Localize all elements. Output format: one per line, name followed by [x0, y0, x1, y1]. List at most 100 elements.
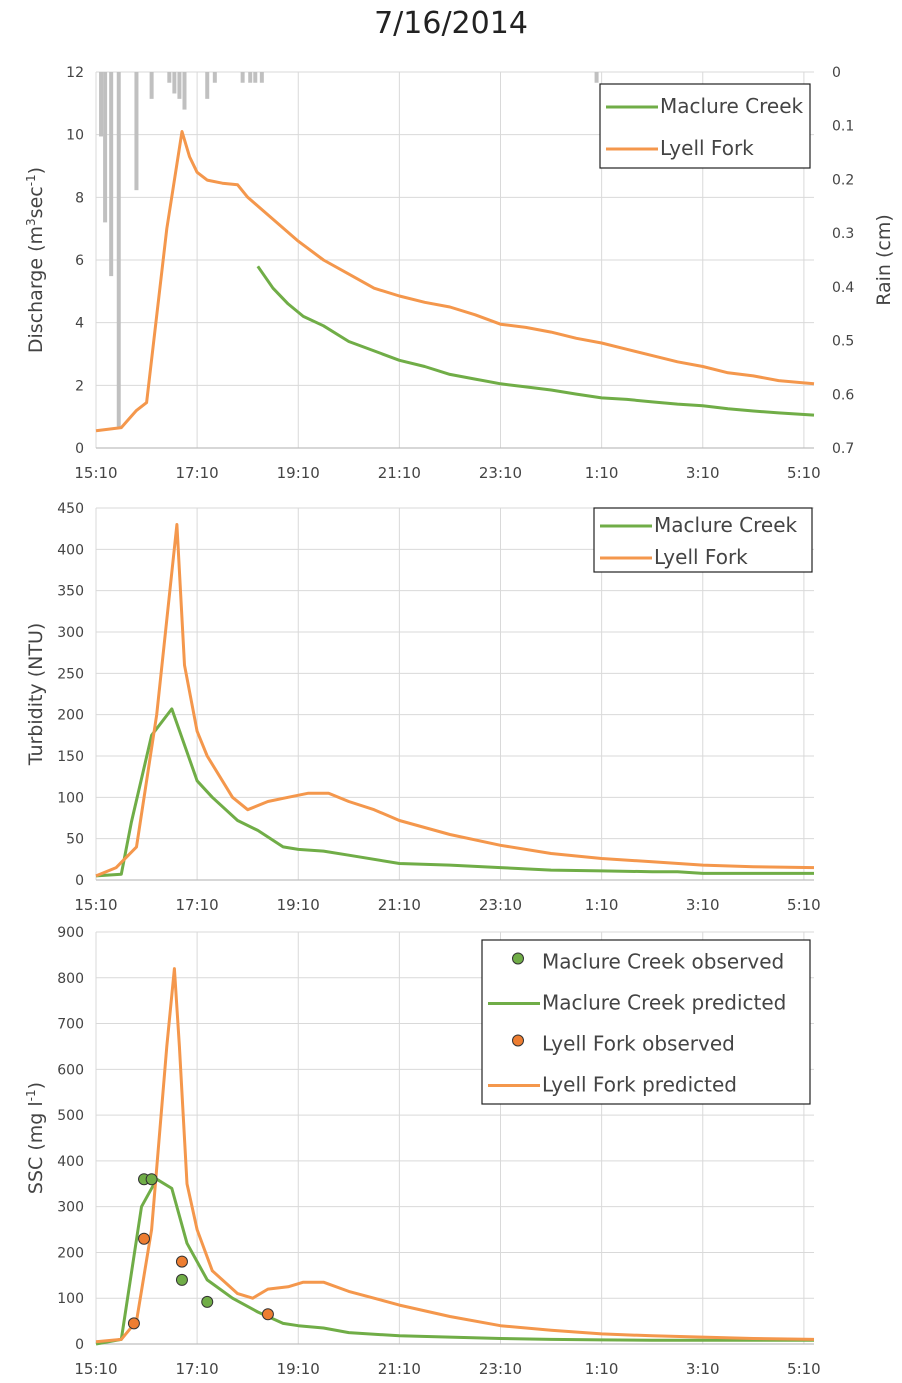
y-tick-label: 800: [57, 971, 84, 987]
y-tick-label: 600: [57, 1062, 84, 1078]
x-tick-label: 17:10: [176, 1360, 219, 1378]
x-tick-label: 1:10: [585, 464, 619, 482]
x-tick-label: 15:10: [74, 896, 117, 914]
y-tick-label: 250: [57, 666, 84, 682]
y-tick-label: 400: [57, 542, 84, 558]
rain-bar: [177, 72, 182, 99]
y2-tick-label: 0.5: [832, 334, 854, 350]
x-tick-label: 21:10: [378, 896, 421, 914]
observed-point: [175, 1273, 188, 1286]
legend-label: Maclure Creek predicted: [542, 991, 786, 1015]
legend: Maclure Creek observed Maclure Creek pred…: [481, 939, 811, 1105]
rain-bar: [212, 72, 217, 83]
rain-bar: [172, 72, 177, 94]
chart-panel-turbidity: 0 50 100 150 200 250 300 350 400 450 15:10 17:10 19:…: [25, 501, 821, 914]
y2-tick-label: 0: [832, 65, 841, 81]
series-line: [95, 1177, 814, 1346]
observed-point: [201, 1295, 214, 1308]
rain-bar: [134, 72, 139, 191]
legend-label: Maclure Creek observed: [542, 950, 784, 974]
y-axis-label: SSC (mg l-1): [24, 1082, 47, 1194]
y-tick-label: 400: [57, 1154, 84, 1170]
legend: Maclure Creek Lyell Fork: [599, 83, 811, 169]
x-tick-label: 23:10: [479, 1360, 522, 1378]
legend: Maclure Creek Lyell Fork: [593, 507, 813, 573]
legend-label: Maclure Creek: [660, 94, 804, 118]
x-tick-label: 23:10: [479, 464, 522, 482]
y-tick-label: 200: [57, 708, 84, 724]
x-tick-label: 17:10: [176, 464, 219, 482]
legend-label: Lyell Fork observed: [542, 1032, 735, 1056]
x-tick-label: 5:10: [787, 1360, 821, 1378]
legend-box: [481, 939, 811, 1105]
rain-bar: [205, 72, 210, 99]
observed-point: [261, 1308, 274, 1321]
legend-label: Lyell Fork: [654, 545, 748, 569]
y-tick-label: 100: [57, 790, 84, 806]
observed-point: [127, 1317, 140, 1330]
observed-point: [145, 1173, 158, 1186]
y-tick-label: 8: [75, 190, 84, 206]
x-tick-label: 15:10: [74, 464, 117, 482]
rain-bar: [149, 72, 154, 99]
y2-tick-label: 0.4: [832, 280, 854, 296]
x-tick-label: 15:10: [74, 1360, 117, 1378]
rain-bar: [116, 72, 121, 427]
series-line: [95, 130, 815, 433]
y2-axis-label: Rain (cm): [873, 214, 895, 306]
y-tick-label: 150: [57, 749, 84, 765]
legend-label: Lyell Fork predicted: [542, 1073, 737, 1097]
series-line: [95, 707, 814, 878]
x-tick-label: 5:10: [787, 464, 821, 482]
y-tick-label: 100: [57, 1291, 84, 1307]
y-axis-label: Turbidity (NTU): [25, 623, 47, 767]
y-tick-label: 0: [75, 441, 84, 457]
y2-tick-label: 0.2: [832, 172, 854, 188]
y-tick-label: 450: [57, 501, 84, 517]
y-tick-label: 300: [57, 625, 84, 641]
y-axis-label: Discharge (m3sec-1): [24, 167, 47, 353]
observed-point: [175, 1255, 188, 1268]
y-tick-label: 6: [75, 253, 84, 269]
x-tick-label: 1:10: [585, 1360, 619, 1378]
rain-bar: [167, 72, 172, 83]
x-tick-label: 3:10: [686, 1360, 720, 1378]
y-tick-label: 0: [75, 1337, 84, 1353]
legend-marker: [512, 952, 524, 965]
x-tick-label: 3:10: [686, 896, 720, 914]
y-tick-label: 700: [57, 1017, 84, 1033]
chart-panel-ssc: 0 100 200 300 400 500 600 700 800 900 15:10 17:10 19…: [24, 925, 821, 1378]
x-tick-label: 19:10: [277, 896, 320, 914]
x-tick-label: 21:10: [378, 1360, 421, 1378]
y-tick-label: 350: [57, 584, 84, 600]
x-tick-label: 23:10: [479, 896, 522, 914]
x-tick-label: 1:10: [585, 896, 619, 914]
series-line: [256, 265, 815, 417]
series-line: [95, 967, 815, 1344]
legend-label: Lyell Fork: [660, 136, 754, 160]
y-tick-label: 2: [75, 378, 84, 394]
figure-title: 7/16/2014: [374, 6, 528, 41]
x-tick-label: 3:10: [686, 464, 720, 482]
rain-bar: [259, 72, 264, 83]
y-tick-label: 500: [57, 1108, 84, 1124]
legend-box: [593, 507, 813, 573]
y-tick-label: 50: [66, 832, 84, 848]
y-tick-label: 12: [66, 65, 84, 81]
rain-bar: [253, 72, 258, 83]
x-tick-label: 17:10: [176, 896, 219, 914]
y-tick-label: 200: [57, 1245, 84, 1261]
x-tick-label: 21:10: [378, 464, 421, 482]
legend-label: Maclure Creek: [654, 513, 798, 537]
rain-bar: [248, 72, 253, 83]
y-tick-label: 4: [75, 316, 84, 332]
legend-box: [599, 83, 811, 169]
y-tick-label: 0: [75, 873, 84, 889]
chart-panel-discharge: 0 2 4 6 8 10 12 15:10 17:10 19:10 21:10 23:10 1:10 3:…: [24, 65, 895, 482]
y2-tick-label: 0.6: [832, 387, 854, 403]
x-tick-label: 5:10: [787, 896, 821, 914]
series-line: [95, 523, 815, 878]
observed-point: [138, 1232, 151, 1245]
y2-tick-label: 0.3: [832, 226, 854, 242]
